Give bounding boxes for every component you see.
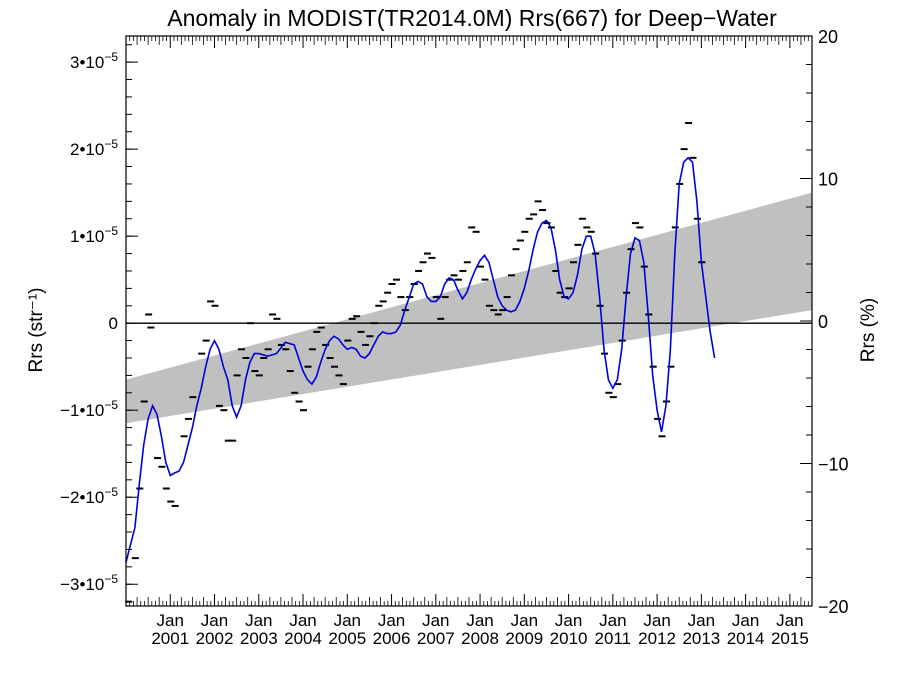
- x-tick-label-month: Jan: [776, 611, 803, 630]
- x-tick-label-year: 2004: [284, 629, 322, 648]
- axes-layer: −3•10−5 −2•10−5 −1•10−5 0 1•10−5 2•10−5 3•10−5…: [60, 27, 848, 648]
- x-tick-label-year: 2015: [771, 629, 809, 648]
- monthly-points-layer: [125, 122, 706, 603]
- y-tick-label: −3•10−5: [60, 572, 118, 594]
- y2-tick-label: 10: [818, 170, 838, 190]
- x-tick-label-month: Jan: [732, 611, 759, 630]
- y2-tick-label: −20: [818, 597, 849, 617]
- x-tick-label-month: Jan: [599, 611, 626, 630]
- x-tick-label-month: Jan: [378, 611, 405, 630]
- y-tick-label: 1•10−5: [70, 224, 118, 246]
- x-tick-label-year: 2003: [240, 629, 278, 648]
- x-tick-label-year: 2007: [417, 629, 455, 648]
- trend-band-layer: [126, 192, 812, 424]
- trend-band: [126, 192, 812, 424]
- x-tick-label-month: Jan: [289, 611, 316, 630]
- x-tick-label-month: Jan: [511, 611, 538, 630]
- x-tick-label-month: Jan: [688, 611, 715, 630]
- x-tick-label-month: Jan: [422, 611, 449, 630]
- y2-tick-label: −10: [818, 455, 849, 475]
- y2-axis-label: Rrs (%): [858, 298, 879, 362]
- x-tick-label-year: 2011: [595, 629, 632, 648]
- x-tick-label-year: 2008: [461, 629, 499, 648]
- x-tick-label-month: Jan: [334, 611, 361, 630]
- y-axis-label: Rrs (str⁻¹): [26, 288, 47, 373]
- smoothed-line-layer: [125, 156, 716, 563]
- x-tick-label-year: 2012: [638, 629, 676, 648]
- x-tick-label-month: Jan: [643, 611, 670, 630]
- y-tick-label: 3•10−5: [70, 50, 118, 72]
- x-tick-label-month: Jan: [157, 611, 184, 630]
- x-tick-label-year: 2005: [328, 629, 366, 648]
- x-tick-label-year: 2010: [550, 629, 588, 648]
- x-tick-label-year: 2001: [151, 629, 189, 648]
- x-tick-label-month: Jan: [555, 611, 582, 630]
- y-tick-label: 2•10−5: [70, 137, 118, 159]
- x-tick-label-year: 2009: [505, 629, 543, 648]
- x-tick-label-year: 2002: [196, 629, 234, 648]
- x-tick-label-month: Jan: [466, 611, 493, 630]
- y2-tick-label: 20: [818, 27, 838, 47]
- chart-title: Anomaly in MODIST(TR2014.0M) Rrs(667) fo…: [167, 5, 777, 31]
- x-tick-label-year: 2014: [727, 629, 765, 648]
- y-tick-label: 0: [109, 314, 118, 333]
- y-tick-label: −2•10−5: [60, 485, 118, 507]
- x-tick-label-year: 2013: [682, 629, 720, 648]
- x-tick-label-month: Jan: [201, 611, 228, 630]
- smoothed-series-line: [125, 156, 716, 563]
- x-tick-label-year: 2006: [373, 629, 411, 648]
- x-tick-label-month: Jan: [245, 611, 272, 630]
- y-tick-label: −1•10−5: [60, 398, 118, 420]
- y2-tick-label: 0: [818, 312, 828, 332]
